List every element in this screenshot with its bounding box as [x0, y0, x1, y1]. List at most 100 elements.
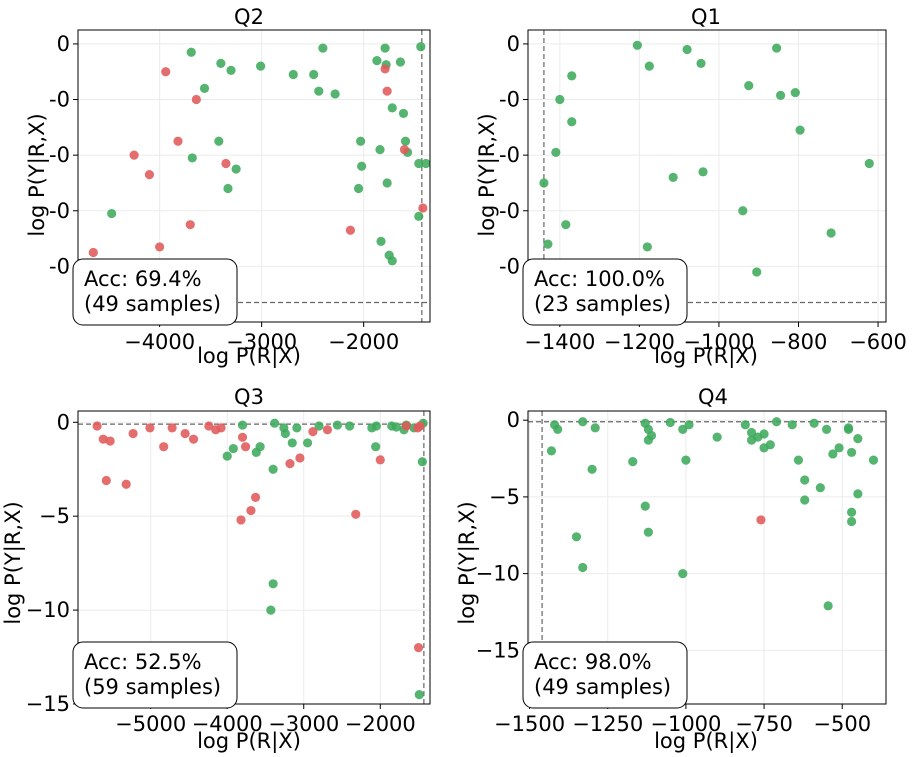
- y-tick-label: 0: [507, 32, 520, 56]
- scatter-point-correct: [684, 420, 694, 430]
- scatter-point-correct: [682, 44, 692, 55]
- y-tick-label: 0: [57, 410, 70, 434]
- scatter-point-correct: [775, 90, 786, 100]
- scatter-point-correct: [740, 420, 750, 430]
- scatter-point-correct: [800, 475, 810, 485]
- scatter-point-incorrect: [401, 421, 411, 431]
- plot-area: −5000 −4000 −3000 −2000 0 −5 −10 −15: [26, 410, 431, 736]
- y-tick-label: -0: [49, 143, 70, 167]
- scatter-point-incorrect: [418, 203, 428, 213]
- scatter-point-correct: [107, 208, 117, 219]
- scatter-point-correct: [578, 417, 588, 427]
- scatter-point-incorrect: [236, 515, 246, 525]
- y-tick-label: 0: [57, 32, 70, 56]
- scatter-point-incorrect: [191, 94, 201, 105]
- scatter-point-correct: [821, 424, 832, 435]
- y-tick-label: -0: [499, 88, 520, 112]
- x-tick-label: −3000: [226, 330, 297, 354]
- scatter-point-correct: [759, 429, 769, 439]
- x-tick-label: −1500: [494, 712, 565, 736]
- scatter-point-correct: [223, 183, 233, 194]
- y-tick-label: -0: [499, 143, 520, 167]
- scatter-point-correct: [546, 446, 557, 456]
- scatter-point-incorrect: [285, 458, 295, 469]
- scatter-point-incorrect: [295, 453, 305, 463]
- scatter-point-correct: [375, 144, 385, 155]
- scatter-point-correct: [398, 108, 409, 119]
- scatter-point-correct: [790, 87, 800, 98]
- scatter-point-correct: [632, 40, 642, 50]
- scatter-point-incorrect: [308, 427, 318, 437]
- scatter-point-correct: [186, 47, 196, 57]
- scatter-point-correct: [826, 228, 836, 238]
- scatter-point-correct: [665, 417, 675, 428]
- scatter-point-correct: [551, 147, 561, 157]
- accuracy-text: Acc: 69.4%: [84, 267, 202, 291]
- scatter-point-correct: [226, 65, 236, 75]
- scatter-point-incorrect: [121, 479, 131, 489]
- scatter-point-correct: [414, 211, 424, 221]
- scatter-point-correct: [847, 507, 857, 517]
- y-tick-label: -0: [499, 199, 520, 223]
- scatter-point-correct: [853, 489, 863, 499]
- scatter-point-incorrect: [375, 455, 385, 465]
- scatter-point-correct: [387, 256, 397, 266]
- x-tick-label: −1250: [572, 712, 643, 736]
- scatter-point-correct: [292, 423, 302, 433]
- y-axis-label: log P(Y|R,X): [1, 501, 26, 624]
- scatter-point-correct: [868, 455, 879, 465]
- scatter-point-incorrect: [173, 136, 183, 146]
- x-tick-label: −600: [849, 330, 907, 354]
- scatter-point-correct: [815, 483, 825, 493]
- scatter-point-correct: [681, 455, 691, 465]
- scatter-point-correct: [744, 81, 754, 91]
- scatter-point-correct: [345, 421, 355, 431]
- scatter-point-correct: [590, 423, 600, 433]
- scatter-point-correct: [395, 57, 406, 67]
- scatter-point-correct: [800, 495, 810, 505]
- scatter-point-incorrect: [101, 475, 111, 486]
- scatter-point-correct: [795, 125, 805, 135]
- y-tick-label: -0: [49, 199, 70, 223]
- y-tick-label: 0: [507, 408, 520, 432]
- y-tick-label: −10: [476, 562, 520, 586]
- scatter-point-correct: [302, 438, 313, 448]
- scatter-point-correct: [421, 158, 431, 169]
- scatter-point-incorrect: [345, 225, 356, 235]
- scatter-point-correct: [400, 136, 411, 146]
- x-tick-label: −750: [735, 712, 793, 736]
- scatter-point-correct: [356, 136, 366, 146]
- scatter-point-correct: [199, 83, 210, 93]
- scatter-point-correct: [853, 434, 863, 444]
- scatter-point-correct: [314, 421, 324, 431]
- x-tick-label: −1000: [683, 330, 754, 354]
- x-tick-label: −4000: [192, 712, 263, 736]
- y-tick-label: −5: [39, 504, 70, 528]
- x-tick-label: −2000: [345, 712, 416, 736]
- scatter-point-correct: [414, 158, 424, 169]
- axes-frame: [527, 29, 887, 323]
- subplot-title: Q3: [234, 385, 264, 409]
- sample-count-text: (59 samples): [84, 675, 221, 699]
- scatter-point-incorrect: [380, 64, 390, 74]
- scatter-point-correct: [371, 442, 381, 452]
- y-tick-label: −15: [26, 692, 70, 716]
- accuracy-box: Acc: 98.0% (49 samples): [522, 641, 688, 709]
- scatter-point-correct: [268, 579, 278, 589]
- scatter-point-incorrect: [129, 150, 139, 160]
- scatter-point-incorrect: [155, 242, 165, 252]
- scatter-point-correct: [809, 418, 819, 428]
- scatter-point-correct: [318, 43, 328, 53]
- y-axis-label: log P(Y|R,X): [25, 113, 50, 236]
- scatter-point-correct: [237, 420, 248, 430]
- x-axis-label: log P(R|X): [197, 344, 301, 369]
- x-tick-label: −1000: [650, 712, 721, 736]
- y-tick-label: -0: [49, 88, 70, 112]
- scatter-point-correct: [567, 71, 577, 81]
- scatter-point-correct: [387, 103, 397, 113]
- y-tick-label: −10: [26, 598, 70, 622]
- scatter-point-correct: [266, 605, 276, 615]
- scatter-point-incorrect: [246, 505, 256, 516]
- scatter-point-correct: [214, 136, 224, 146]
- scatter-point-incorrect: [88, 247, 98, 258]
